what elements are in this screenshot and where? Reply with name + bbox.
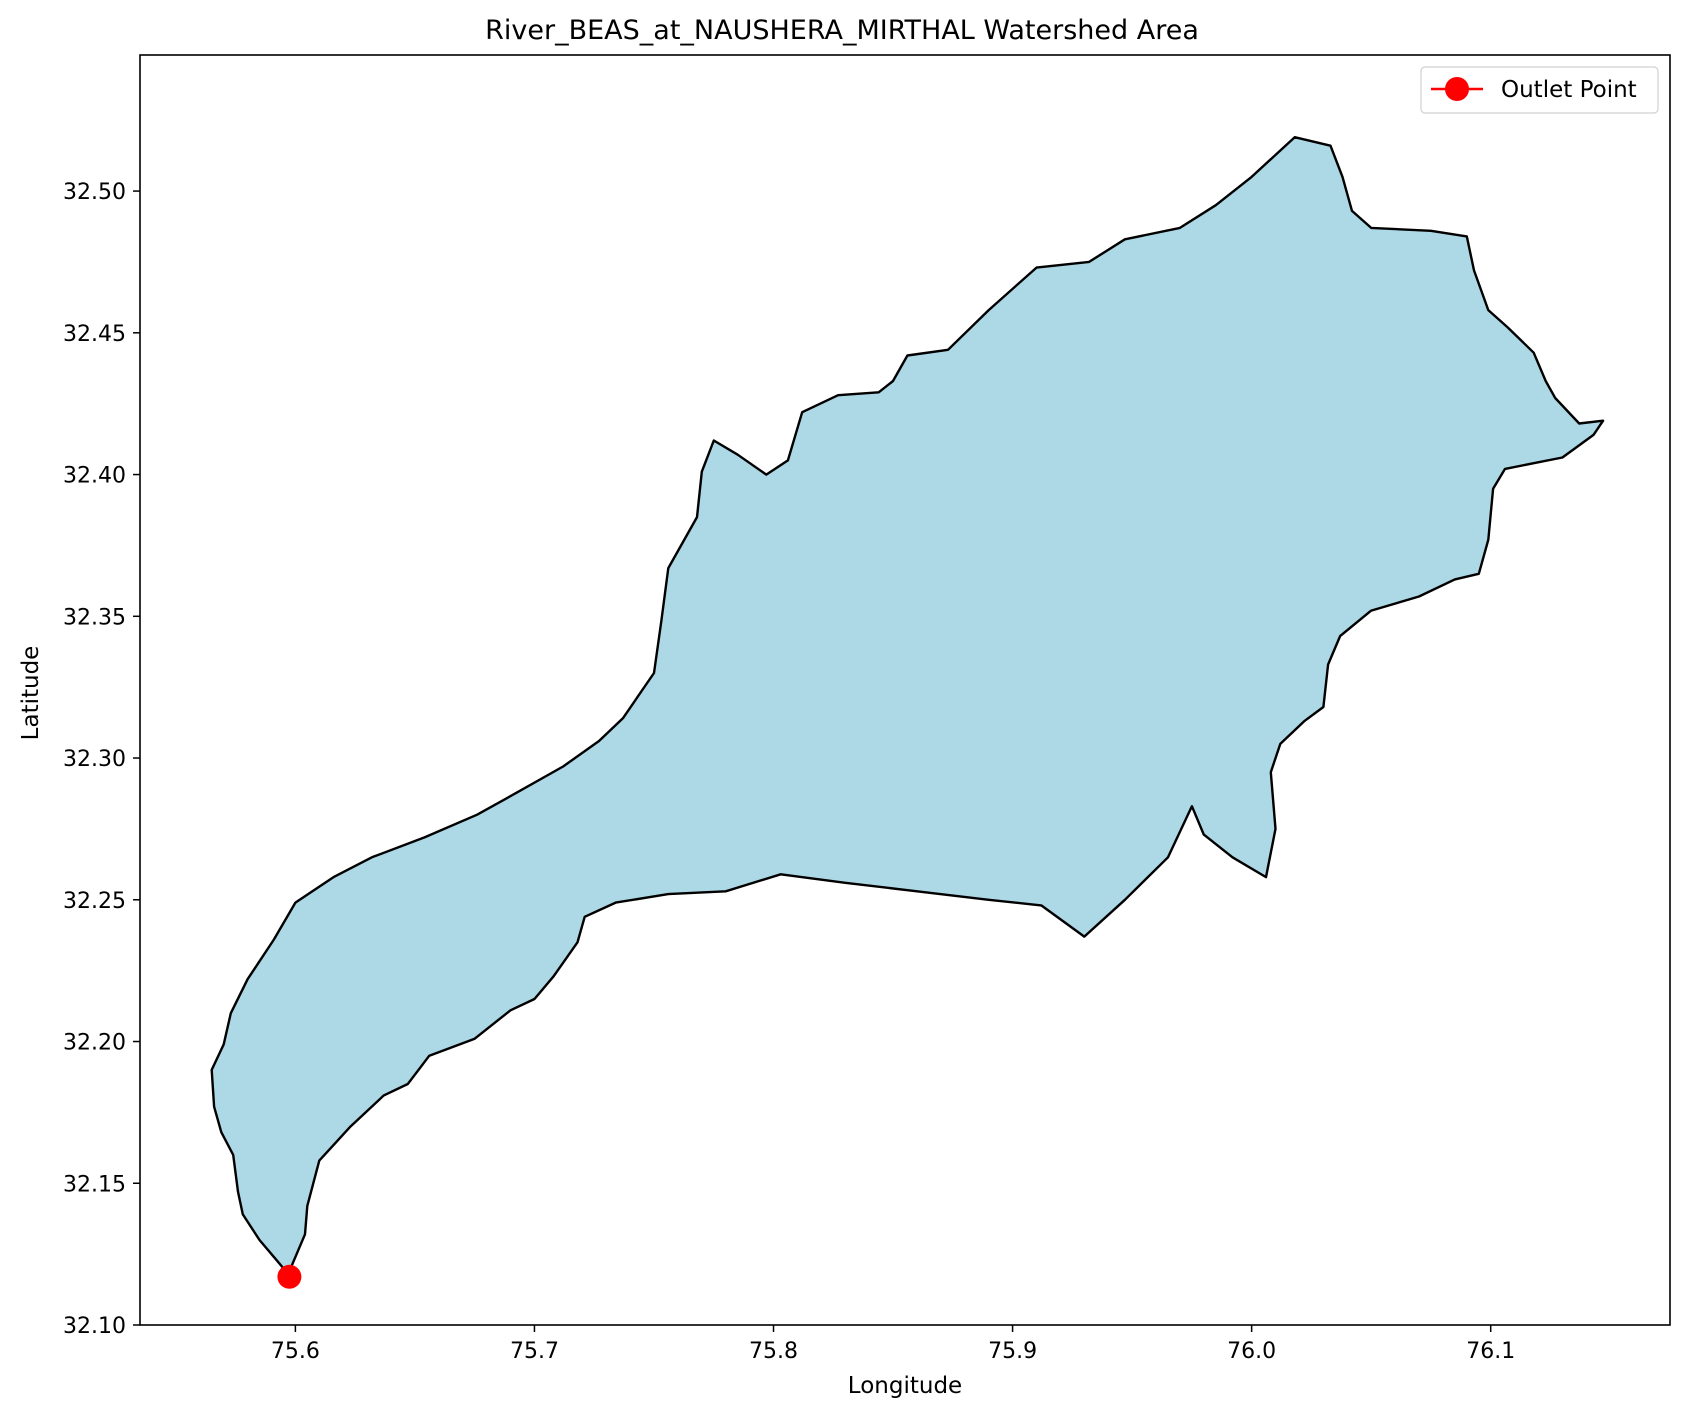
y-tick-label: 32.20: [63, 1031, 126, 1056]
x-tick-label: 76.0: [1227, 1339, 1276, 1364]
x-axis-label: Longitude: [848, 1373, 962, 1399]
legend-marker: [1445, 77, 1469, 101]
legend-label-outlet-point: Outlet Point: [1501, 77, 1637, 103]
x-tick-label: 75.7: [510, 1339, 559, 1364]
y-tick-label: 32.40: [63, 464, 126, 489]
y-tick-label: 32.15: [63, 1172, 126, 1197]
outlet-point-marker[interactable]: [277, 1264, 302, 1289]
x-tick-label: 75.6: [271, 1339, 320, 1364]
x-tick-label: 75.8: [749, 1339, 798, 1364]
y-tick-label: 32.50: [63, 180, 126, 205]
x-tick-label: 75.9: [988, 1339, 1037, 1364]
chart-title: River_BEAS_at_NAUSHERA_MIRTHAL Watershed…: [485, 15, 1199, 46]
x-axis-ticks: 75.6 75.7 75.8 75.9 76.0 76.1: [271, 1325, 1515, 1364]
legend-box: [1420, 66, 1659, 114]
plot-area: [140, 55, 1670, 1325]
y-tick-label: 32.45: [63, 322, 126, 347]
y-axis-ticks: 32.10 32.15 32.20 32.25 32.30 32.35 32.40 32.45…: [63, 180, 140, 1339]
y-tick-label: 32.30: [63, 747, 126, 772]
y-tick-label: 32.35: [63, 605, 126, 630]
y-axis-label: Latitude: [18, 646, 44, 741]
y-tick-label: 32.25: [63, 889, 126, 914]
plot-frame: [139, 54, 1671, 1326]
watershed-polygon: [210, 136, 1605, 1276]
y-tick-label: 32.10: [63, 1314, 126, 1339]
x-tick-label: 76.1: [1466, 1339, 1515, 1364]
legend: Outlet Point: [1420, 66, 1659, 114]
